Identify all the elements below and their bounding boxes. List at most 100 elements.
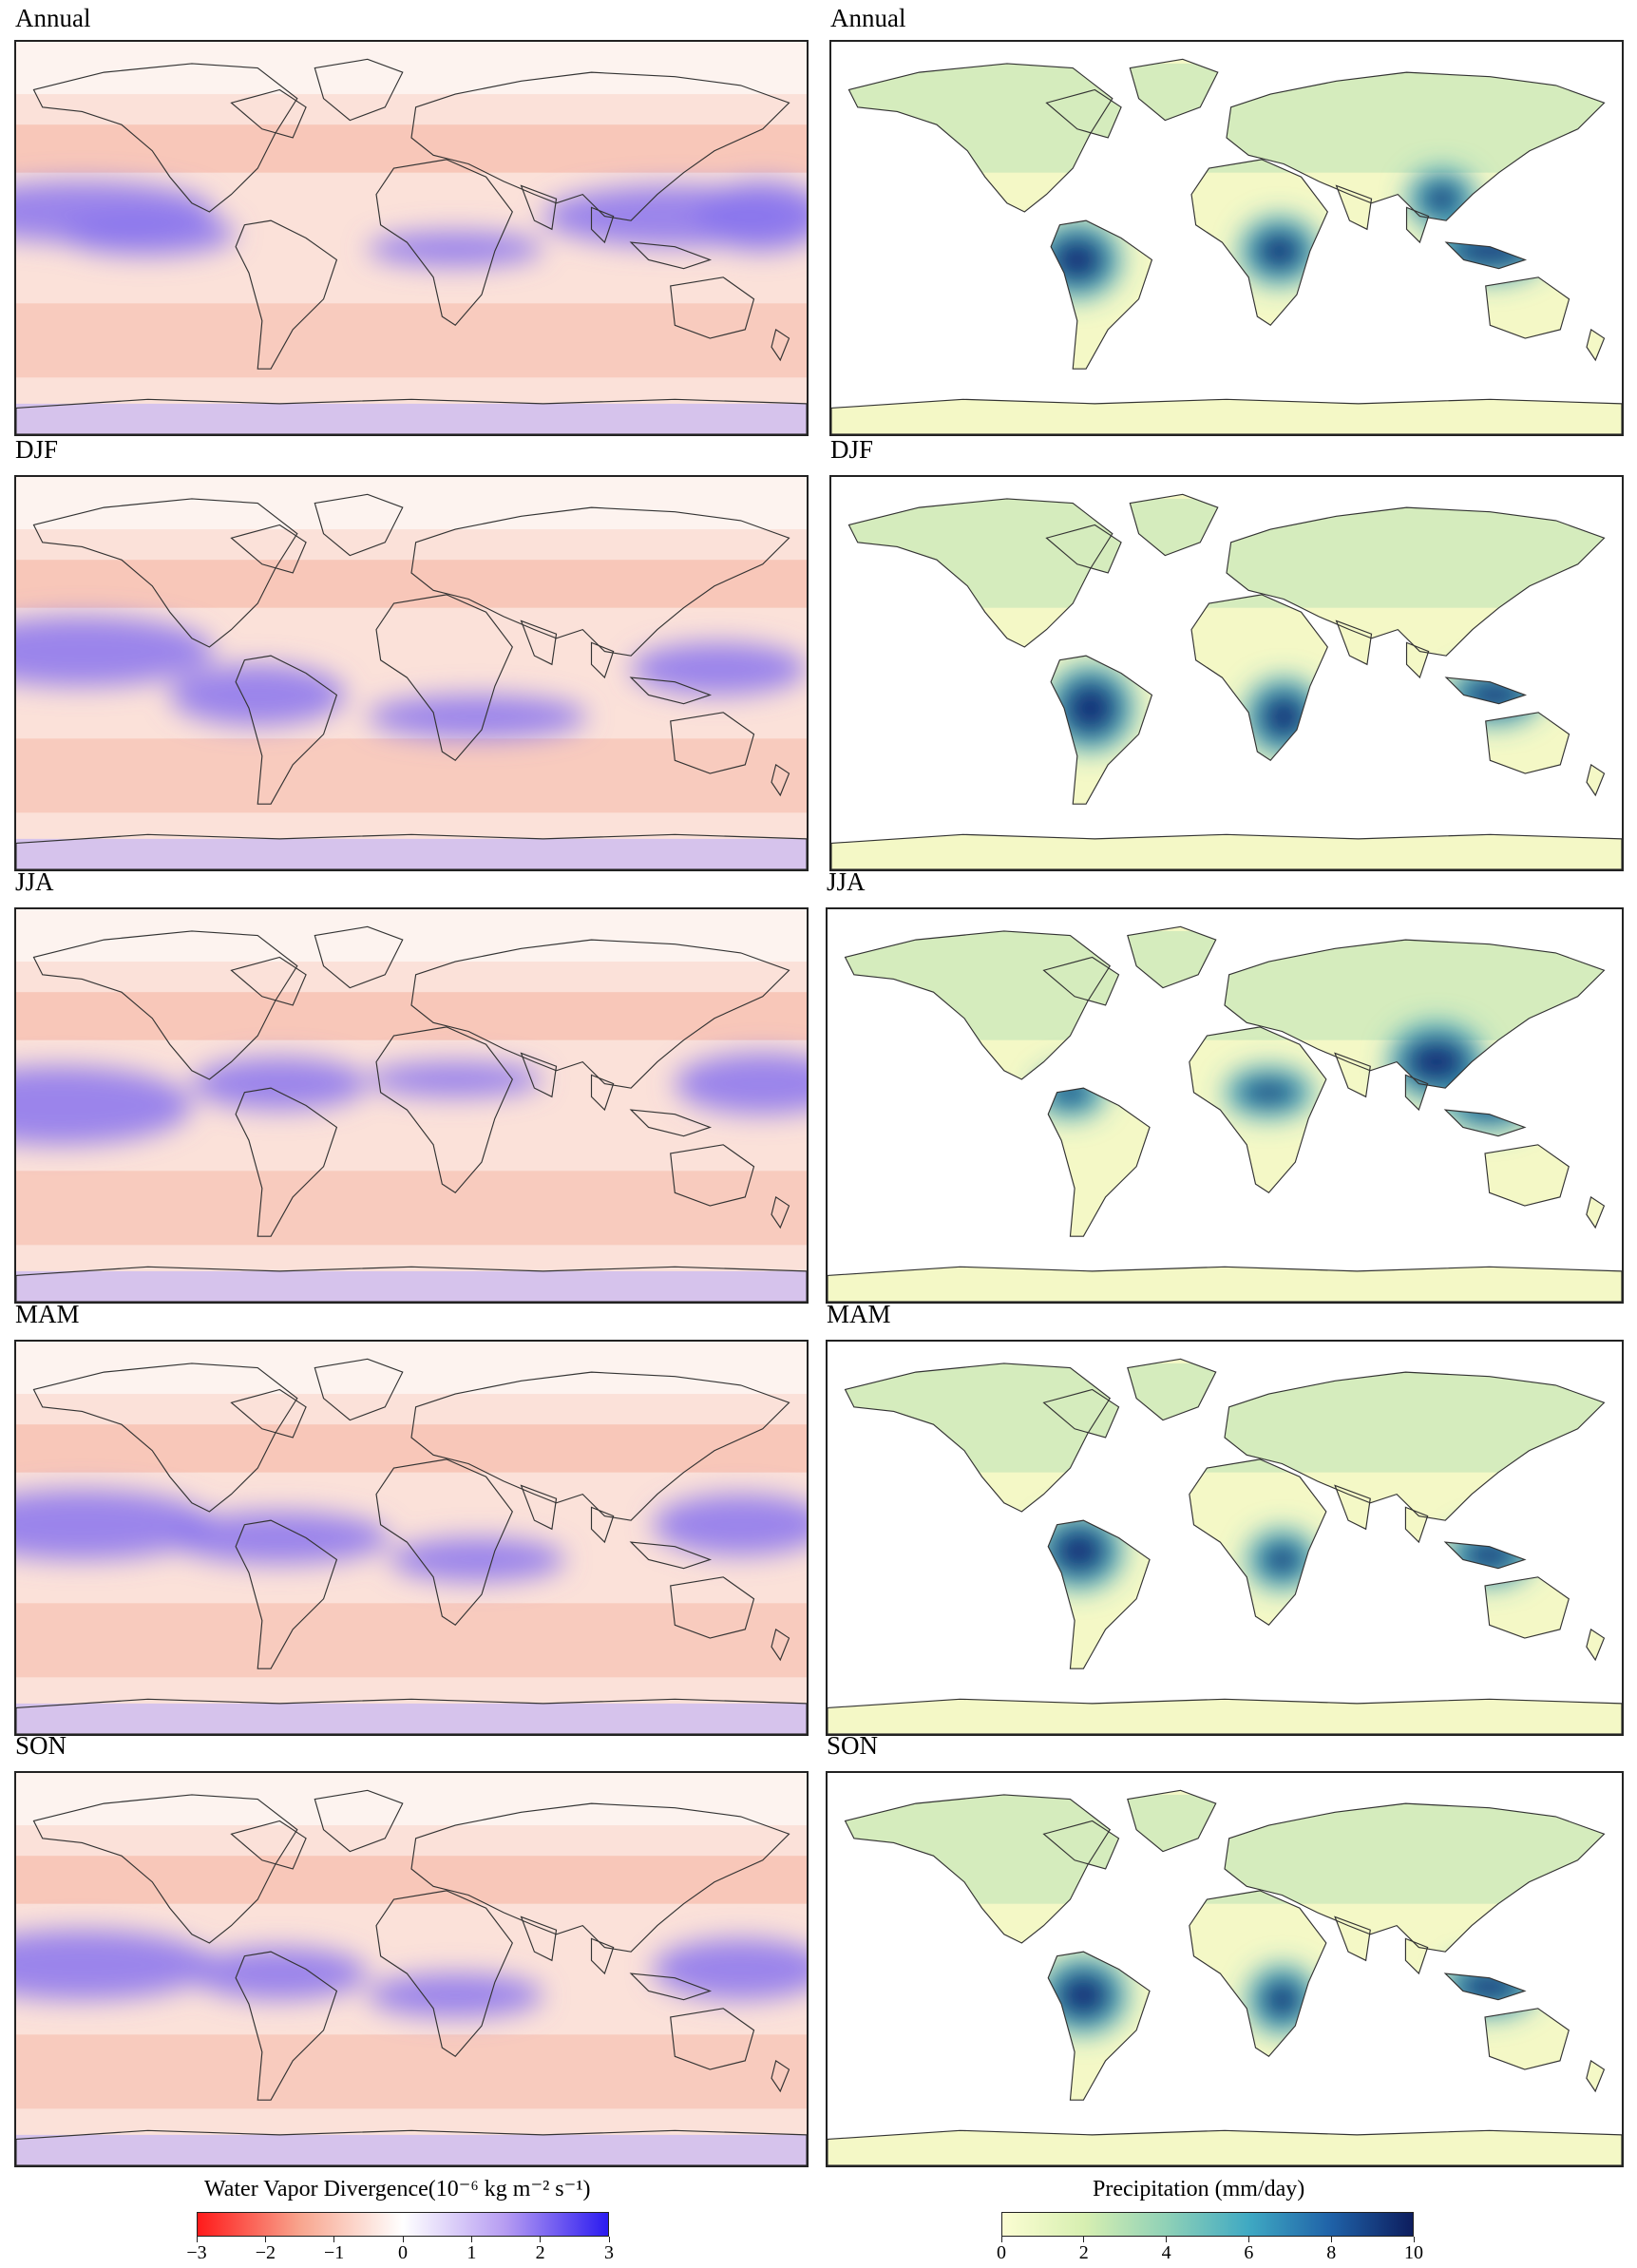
precipitation-map — [826, 1340, 1624, 1736]
colorbar-title: Precipitation (mm/day) — [1093, 2177, 1305, 2201]
coastline — [410, 506, 790, 657]
coastline — [629, 1541, 713, 1570]
colorbar-tick-label: 10 — [1404, 2242, 1423, 2263]
coastline — [1127, 1358, 1217, 1421]
coastline — [629, 1109, 713, 1137]
polar-band — [16, 909, 807, 962]
convergence-blob — [367, 231, 543, 267]
coastline — [1047, 1087, 1151, 1237]
coastline — [1042, 956, 1120, 1006]
coastline — [1404, 1074, 1429, 1112]
panel-title: JJA — [15, 867, 54, 896]
divergence-map — [14, 40, 809, 436]
coastline — [230, 956, 307, 1006]
colorbar-tickmark — [196, 2237, 198, 2242]
coastline — [230, 1388, 307, 1439]
coastline — [1404, 1937, 1429, 1975]
colorbar-tickmark — [608, 2237, 610, 2242]
coastline — [235, 1519, 338, 1669]
colorbar-tickmark — [333, 2237, 335, 2242]
northern-divergence-band — [16, 1856, 807, 1904]
coastline — [670, 712, 755, 774]
coastline — [32, 498, 298, 648]
polar-band — [16, 477, 807, 530]
southern-divergence-band — [16, 738, 807, 813]
coastline — [590, 1937, 615, 1975]
wet-blob — [1052, 1969, 1114, 2022]
coastline — [771, 328, 790, 362]
colorbar-tickmark — [402, 2237, 404, 2242]
coastline — [1226, 506, 1606, 657]
coastline — [847, 498, 1114, 648]
convergence-blob — [696, 181, 807, 252]
convergence-zones — [16, 616, 807, 739]
wet-blob — [1059, 677, 1122, 739]
southern-divergence-band — [16, 303, 807, 378]
coastline — [1129, 493, 1219, 557]
coastline — [1226, 71, 1606, 221]
coastline — [375, 159, 513, 327]
precipitation-map — [829, 40, 1624, 436]
coastline — [771, 763, 790, 797]
divergence-map — [14, 1771, 809, 2167]
coastline — [32, 1363, 298, 1513]
colorbar-title: Water Vapor Divergence(10⁻⁶ kg m⁻² s⁻¹) — [204, 2177, 591, 2201]
convergence-blob — [191, 1058, 368, 1111]
southern-divergence-band — [16, 1171, 807, 1246]
coastline — [1189, 1890, 1327, 2058]
colorbar-tick-label: 2 — [535, 2242, 545, 2263]
colorbar-tick-label: −2 — [255, 2242, 276, 2263]
coastline — [1224, 939, 1606, 1089]
antarctic-band — [16, 403, 807, 434]
coastline — [771, 1628, 790, 1662]
colorbar-tickmark — [1247, 2237, 1249, 2242]
coastline — [16, 398, 807, 434]
coastline — [1335, 184, 1373, 231]
coastline — [629, 241, 713, 270]
coastline — [375, 1458, 513, 1627]
precipitation-map — [826, 1771, 1624, 2167]
coastline — [314, 1789, 404, 1853]
antarctic-band — [16, 1270, 807, 1302]
colorbar-tick-label: 1 — [466, 2242, 477, 2263]
coastline — [1190, 159, 1328, 327]
convergence-blob — [653, 1494, 807, 1555]
colorbar-tickmark — [540, 2237, 542, 2242]
colorbar-tick-label: 4 — [1161, 2242, 1171, 2263]
coastline — [520, 1915, 558, 1962]
coastline — [1485, 276, 1570, 339]
coastline — [1586, 763, 1606, 797]
coastline — [1129, 58, 1219, 122]
northern-divergence-band — [16, 560, 807, 608]
coastline — [520, 1052, 558, 1098]
colorbar-tickmark — [1083, 2237, 1085, 2242]
polar-band — [16, 1342, 807, 1395]
coastline — [1050, 219, 1153, 370]
wet-blob — [1260, 1542, 1304, 1577]
coastline — [844, 1363, 1112, 1513]
divergence-map — [14, 907, 809, 1304]
coastline — [230, 1820, 307, 1870]
coastline — [235, 655, 338, 805]
coastline — [831, 833, 1622, 869]
convergence-blob — [16, 1490, 214, 1560]
coastline — [1045, 88, 1122, 139]
coastline — [1190, 594, 1328, 762]
coastline — [844, 930, 1112, 1080]
coastline — [1189, 1458, 1327, 1627]
colorbar-tickmark — [1413, 2237, 1415, 2242]
colorbar-tick-label: −3 — [186, 2242, 207, 2263]
coastline — [1444, 677, 1528, 705]
coastline — [831, 398, 1622, 434]
coastline — [410, 1371, 790, 1521]
coastline — [590, 1074, 615, 1112]
convergence-blob — [367, 695, 587, 739]
coastline — [16, 1266, 807, 1302]
convergence-blob — [367, 1061, 543, 1097]
coastline — [828, 1266, 1622, 1302]
coastline — [32, 63, 298, 213]
convergence-zones — [16, 1490, 807, 1582]
coastline — [590, 641, 615, 679]
colorbar-tick-label: 0 — [398, 2242, 408, 2263]
coastline — [670, 1576, 755, 1639]
